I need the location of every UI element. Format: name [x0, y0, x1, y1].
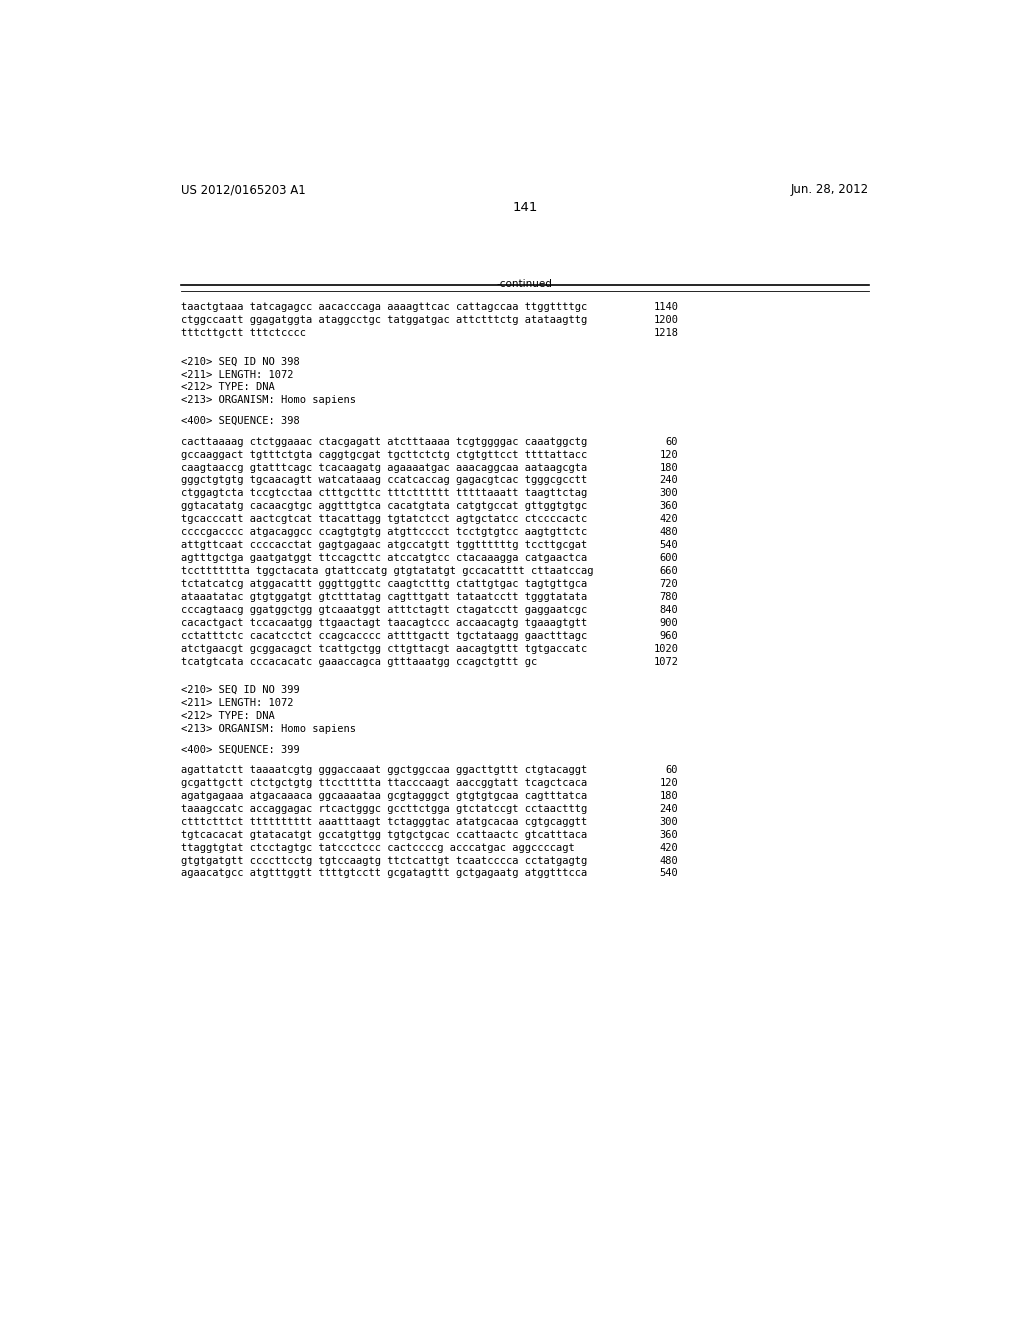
Text: gggctgtgtg tgcaacagtt watcataaag ccatcaccag gagacgtcac tgggcgcctt: gggctgtgtg tgcaacagtt watcataaag ccatcac…: [180, 475, 587, 486]
Text: 120: 120: [659, 450, 678, 459]
Text: agattatctt taaaatcgtg gggaccaaat ggctggccaa ggacttgttt ctgtacaggt: agattatctt taaaatcgtg gggaccaaat ggctggc…: [180, 766, 587, 775]
Text: tcatgtcata cccacacatc gaaaccagca gtttaaatgg ccagctgttt gc: tcatgtcata cccacacatc gaaaccagca gtttaaa…: [180, 656, 537, 667]
Text: 480: 480: [659, 527, 678, 537]
Text: 780: 780: [659, 591, 678, 602]
Text: -continued: -continued: [497, 280, 553, 289]
Text: cacactgact tccacaatgg ttgaactagt taacagtccc accaacagtg tgaaagtgtt: cacactgact tccacaatgg ttgaactagt taacagt…: [180, 618, 587, 628]
Text: tccttttttta tggctacata gtattccatg gtgtatatgt gccacatttt cttaatccag: tccttttttta tggctacata gtattccatg gtgtat…: [180, 566, 593, 576]
Text: 360: 360: [659, 830, 678, 840]
Text: <211> LENGTH: 1072: <211> LENGTH: 1072: [180, 370, 293, 380]
Text: cccagtaacg ggatggctgg gtcaaatggt atttctagtt ctagatcctt gaggaatcgc: cccagtaacg ggatggctgg gtcaaatggt atttcta…: [180, 605, 587, 615]
Text: cacttaaaag ctctggaaac ctacgagatt atctttaaaa tcgtggggac caaatggctg: cacttaaaag ctctggaaac ctacgagatt atcttta…: [180, 437, 587, 446]
Text: 600: 600: [659, 553, 678, 564]
Text: 540: 540: [659, 540, 678, 550]
Text: US 2012/0165203 A1: US 2012/0165203 A1: [180, 183, 305, 197]
Text: gccaaggact tgtttctgta caggtgcgat tgcttctctg ctgtgttcct ttttattacc: gccaaggact tgtttctgta caggtgcgat tgcttct…: [180, 450, 587, 459]
Text: <213> ORGANISM: Homo sapiens: <213> ORGANISM: Homo sapiens: [180, 723, 355, 734]
Text: cctatttctc cacatcctct ccagcacccc attttgactt tgctataagg gaactttagc: cctatttctc cacatcctct ccagcacccc attttga…: [180, 631, 587, 640]
Text: <213> ORGANISM: Homo sapiens: <213> ORGANISM: Homo sapiens: [180, 396, 355, 405]
Text: 540: 540: [659, 869, 678, 879]
Text: 60: 60: [666, 437, 678, 446]
Text: 1218: 1218: [653, 329, 678, 338]
Text: <210> SEQ ID NO 399: <210> SEQ ID NO 399: [180, 685, 299, 694]
Text: tctatcatcg atggacattt gggttggttc caagtctttg ctattgtgac tagtgttgca: tctatcatcg atggacattt gggttggttc caagtct…: [180, 579, 587, 589]
Text: Jun. 28, 2012: Jun. 28, 2012: [791, 183, 869, 197]
Text: 1200: 1200: [653, 315, 678, 325]
Text: taactgtaaa tatcagagcc aacacccaga aaaagttcac cattagccaa ttggttttgc: taactgtaaa tatcagagcc aacacccaga aaaagtt…: [180, 302, 587, 313]
Text: <210> SEQ ID NO 398: <210> SEQ ID NO 398: [180, 356, 299, 367]
Text: <211> LENGTH: 1072: <211> LENGTH: 1072: [180, 698, 293, 708]
Text: agaacatgcc atgtttggtt ttttgtcctt gcgatagttt gctgagaatg atggtttcca: agaacatgcc atgtttggtt ttttgtcctt gcgatag…: [180, 869, 587, 879]
Text: tgtcacacat gtatacatgt gccatgttgg tgtgctgcac ccattaactc gtcatttaca: tgtcacacat gtatacatgt gccatgttgg tgtgctg…: [180, 830, 587, 840]
Text: 240: 240: [659, 475, 678, 486]
Text: <212> TYPE: DNA: <212> TYPE: DNA: [180, 383, 274, 392]
Text: 360: 360: [659, 502, 678, 511]
Text: 240: 240: [659, 804, 678, 814]
Text: 1020: 1020: [653, 644, 678, 653]
Text: ataaatatac gtgtggatgt gtctttatag cagtttgatt tataatcctt tgggtatata: ataaatatac gtgtggatgt gtctttatag cagtttg…: [180, 591, 587, 602]
Text: 900: 900: [659, 618, 678, 628]
Text: 300: 300: [659, 488, 678, 499]
Text: 141: 141: [512, 201, 538, 214]
Text: 1140: 1140: [653, 302, 678, 313]
Text: attgttcaat ccccacctat gagtgagaac atgccatgtt tggttttttg tccttgcgat: attgttcaat ccccacctat gagtgagaac atgccat…: [180, 540, 587, 550]
Text: taaagccatc accaggagac rtcactgggc gccttctgga gtctatccgt cctaactttg: taaagccatc accaggagac rtcactgggc gccttct…: [180, 804, 587, 814]
Text: 60: 60: [666, 766, 678, 775]
Text: <400> SEQUENCE: 399: <400> SEQUENCE: 399: [180, 744, 299, 754]
Text: ccccgacccc atgacaggcc ccagtgtgtg atgttcccct tcctgtgtcc aagtgttctc: ccccgacccc atgacaggcc ccagtgtgtg atgttcc…: [180, 527, 587, 537]
Text: 120: 120: [659, 777, 678, 788]
Text: tttcttgctt tttctcccc: tttcttgctt tttctcccc: [180, 329, 306, 338]
Text: ttaggtgtat ctcctagtgc tatccctccc cactccccg acccatgac aggccccagt: ttaggtgtat ctcctagtgc tatccctccc cactccc…: [180, 842, 574, 853]
Text: 420: 420: [659, 515, 678, 524]
Text: caagtaaccg gtatttcagc tcacaagatg agaaaatgac aaacaggcaa aataagcgta: caagtaaccg gtatttcagc tcacaagatg agaaaat…: [180, 462, 587, 473]
Text: 720: 720: [659, 579, 678, 589]
Text: 480: 480: [659, 855, 678, 866]
Text: 960: 960: [659, 631, 678, 640]
Text: ctggccaatt ggagatggta ataggcctgc tatggatgac attctttctg atataagttg: ctggccaatt ggagatggta ataggcctgc tatggat…: [180, 315, 587, 325]
Text: 840: 840: [659, 605, 678, 615]
Text: 180: 180: [659, 462, 678, 473]
Text: gtgtgatgtt ccccttcctg tgtccaagtg ttctcattgt tcaatcccca cctatgagtg: gtgtgatgtt ccccttcctg tgtccaagtg ttctcat…: [180, 855, 587, 866]
Text: ctttctttct tttttttttt aaatttaagt tctagggtac atatgcacaa cgtgcaggtt: ctttctttct tttttttttt aaatttaagt tctaggg…: [180, 817, 587, 826]
Text: 660: 660: [659, 566, 678, 576]
Text: gcgattgctt ctctgctgtg ttccttttta ttacccaagt aaccggtatt tcagctcaca: gcgattgctt ctctgctgtg ttccttttta ttaccca…: [180, 777, 587, 788]
Text: ctggagtcta tccgtcctaa ctttgctttc tttctttttt tttttaaatt taagttctag: ctggagtcta tccgtcctaa ctttgctttc tttcttt…: [180, 488, 587, 499]
Text: <212> TYPE: DNA: <212> TYPE: DNA: [180, 710, 274, 721]
Text: atctgaacgt gcggacagct tcattgctgg cttgttacgt aacagtgttt tgtgaccatc: atctgaacgt gcggacagct tcattgctgg cttgtta…: [180, 644, 587, 653]
Text: 1072: 1072: [653, 656, 678, 667]
Text: ggtacatatg cacaacgtgc aggtttgtca cacatgtata catgtgccat gttggtgtgc: ggtacatatg cacaacgtgc aggtttgtca cacatgt…: [180, 502, 587, 511]
Text: 300: 300: [659, 817, 678, 826]
Text: <400> SEQUENCE: 398: <400> SEQUENCE: 398: [180, 416, 299, 426]
Text: 180: 180: [659, 791, 678, 801]
Text: agatgagaaa atgacaaaca ggcaaaataa gcgtagggct gtgtgtgcaa cagtttatca: agatgagaaa atgacaaaca ggcaaaataa gcgtagg…: [180, 791, 587, 801]
Text: agtttgctga gaatgatggt ttccagcttc atccatgtcc ctacaaagga catgaactca: agtttgctga gaatgatggt ttccagcttc atccatg…: [180, 553, 587, 564]
Text: 420: 420: [659, 842, 678, 853]
Text: tgcacccatt aactcgtcat ttacattagg tgtatctcct agtgctatcc ctccccactc: tgcacccatt aactcgtcat ttacattagg tgtatct…: [180, 515, 587, 524]
